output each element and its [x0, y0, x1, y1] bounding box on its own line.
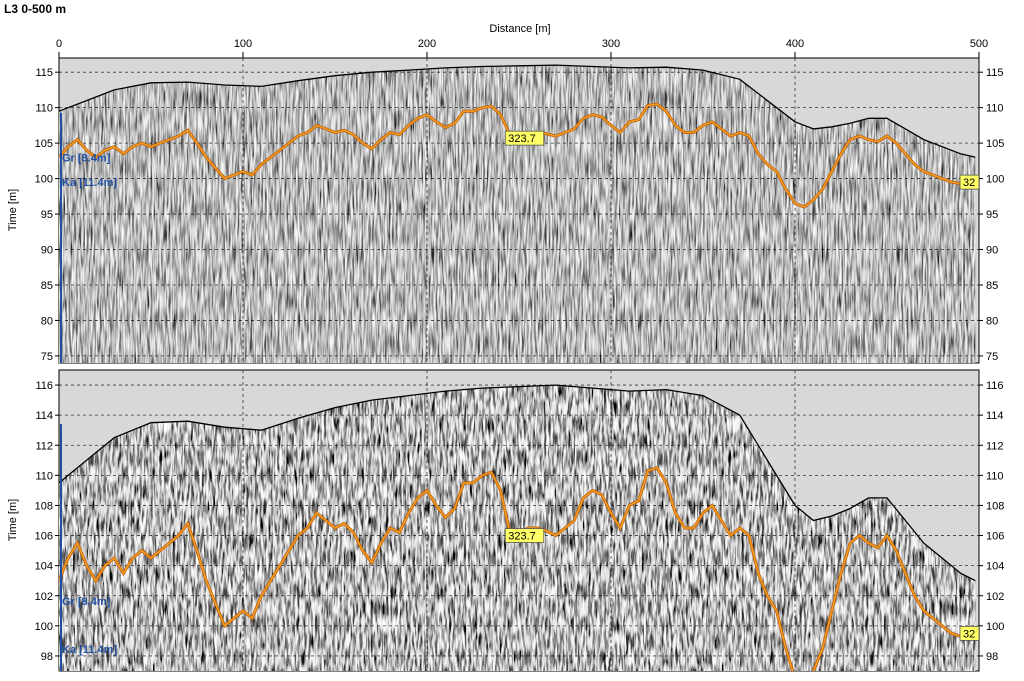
y-tick-label-left: 100	[35, 174, 53, 186]
pick-label-box	[959, 625, 979, 641]
page-title: L3 0-500 m	[4, 2, 67, 16]
y-tick-label-left: 95	[41, 209, 53, 221]
y-tick-label-left: 116	[35, 380, 53, 392]
y-axis-label-bottom: Time [m]	[7, 499, 19, 541]
side-label: Ka [11.4m]	[62, 644, 117, 656]
y-tick-label-left: 112	[35, 440, 53, 452]
x-tick-label: 100	[234, 38, 252, 50]
y-axis-label-top: Time [m]	[7, 189, 19, 231]
y-tick-label-left: 80	[41, 315, 53, 327]
y-tick-label-left: 110	[35, 470, 53, 482]
side-label: Gr [8.4m]	[62, 596, 111, 608]
y-tick-label-left: 110	[35, 103, 53, 115]
y-tick-label-right: 80	[986, 315, 998, 327]
y-tick-label-right: 115	[986, 67, 1004, 79]
x-tick-label: 300	[602, 38, 620, 50]
y-tick-label-right: 106	[986, 531, 1004, 543]
pick-label: 323.7	[508, 531, 536, 543]
pick-label-box	[959, 174, 979, 190]
y-tick-label-right: 98	[986, 651, 998, 663]
y-tick-label-left: 102	[35, 591, 53, 603]
y-tick-label-right: 110	[986, 103, 1004, 115]
pick-label: 32	[963, 177, 975, 189]
y-tick-label-left: 75	[41, 351, 53, 363]
y-tick-label-right: 105	[986, 138, 1004, 150]
x-axis-label: Distance [m]	[489, 23, 550, 35]
y-tick-label-right: 90	[986, 245, 998, 257]
pick-label: 32	[963, 628, 975, 640]
y-tick-label-right: 114	[986, 410, 1004, 422]
y-tick-label-right: 75	[986, 351, 998, 363]
pick-label: 323.7	[508, 133, 536, 145]
surface-line	[59, 64, 976, 158]
y-tick-label-right: 100	[986, 621, 1004, 633]
y-tick-label-right: 116	[986, 380, 1004, 392]
y-tick-label-left: 108	[35, 500, 53, 512]
y-tick-label-left: 115	[35, 67, 53, 79]
y-tick-label-left: 90	[41, 245, 53, 257]
x-tick-label: 0	[56, 38, 62, 50]
y-tick-label-right: 108	[986, 500, 1004, 512]
y-tick-label-left: 100	[35, 621, 53, 633]
side-label: Ka [11.4m]	[62, 177, 117, 189]
y-tick-label-left: 106	[35, 531, 53, 543]
x-axis-ticks: 0 100 200 300 400 500	[56, 38, 988, 58]
y-tick-label-right: 102	[986, 591, 1004, 603]
side-label: Gr [8.4m]	[62, 153, 111, 165]
pick-label-box	[504, 130, 545, 146]
x-tick-label: 400	[786, 38, 804, 50]
y-tick-label-left: 105	[35, 138, 53, 150]
x-tick-label: 200	[418, 38, 436, 50]
y-tick-label-right: 95	[986, 209, 998, 221]
y-tick-label-left: 104	[35, 561, 53, 573]
y-tick-label-left: 98	[41, 651, 53, 663]
x-tick-label: 500	[970, 38, 988, 50]
y-tick-label-right: 110	[986, 470, 1004, 482]
y-tick-label-right: 100	[986, 174, 1004, 186]
y-tick-label-left: 85	[41, 280, 53, 292]
y-tick-label-left: 114	[35, 410, 53, 422]
y-tick-label-right: 104	[986, 561, 1004, 573]
pick-label-box	[504, 528, 545, 543]
surface-line	[59, 384, 976, 582]
y-tick-label-right: 85	[986, 280, 998, 292]
y-tick-label-right: 112	[986, 440, 1004, 452]
